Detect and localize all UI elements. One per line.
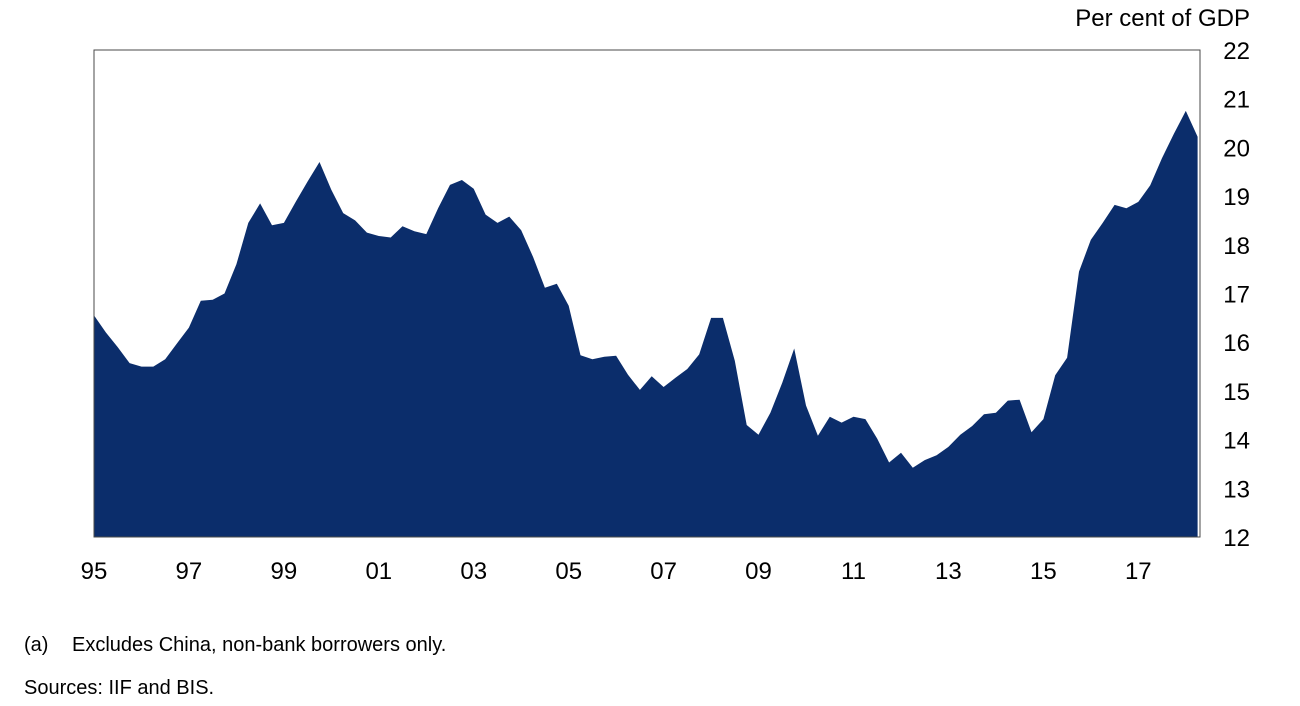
y-axis-ticks: 12 13 14 15 16 17 18 19 20 21 22: [1223, 38, 1250, 552]
y-tick-label: 21: [1223, 87, 1250, 114]
y-tick-label: 12: [1223, 525, 1250, 552]
footnote: (a) Excludes China, non-bank borrowers on…: [24, 634, 446, 657]
y-tick-label: 17: [1223, 282, 1250, 309]
y-tick-label: 16: [1223, 330, 1250, 357]
y-axis-title: Per cent of GDP: [1075, 5, 1250, 32]
x-tick-label: 11: [841, 558, 866, 585]
y-tick-label: 13: [1223, 476, 1250, 503]
series-area: [94, 110, 1198, 538]
x-tick-label: 15: [1030, 558, 1057, 585]
y-tick-label: 19: [1223, 184, 1250, 211]
chart: Per cent of GDP 12 13 14 15 16 17 18 19 20 21 22 9…: [81, 5, 1250, 585]
y-tick-label: 18: [1223, 233, 1250, 260]
sources-note: Sources: IIF and BIS.: [24, 677, 215, 699]
y-tick-label: 22: [1223, 38, 1250, 65]
y-tick-label: 15: [1223, 379, 1250, 406]
footnote-text: Excludes China, non-bank borrowers only.: [72, 634, 447, 656]
y-tick-label: 14: [1223, 428, 1250, 455]
x-axis-ticks: 95 97 99 01 03 05 07 09 11 13 15 17: [81, 558, 1152, 585]
x-tick-label: 05: [555, 558, 582, 585]
x-tick-label: 01: [365, 558, 392, 585]
x-tick-label: 97: [176, 558, 203, 585]
y-tick-label: 20: [1223, 135, 1250, 162]
plot-frame: [93, 49, 1201, 538]
x-tick-label: 95: [81, 558, 108, 585]
x-tick-label: 03: [460, 558, 487, 585]
x-tick-label: 99: [271, 558, 298, 585]
footnote-marker: (a): [24, 634, 49, 656]
x-tick-label: 17: [1125, 558, 1152, 585]
x-tick-label: 13: [935, 558, 962, 585]
x-tick-label: 09: [745, 558, 772, 585]
x-tick-label: 07: [650, 558, 677, 585]
